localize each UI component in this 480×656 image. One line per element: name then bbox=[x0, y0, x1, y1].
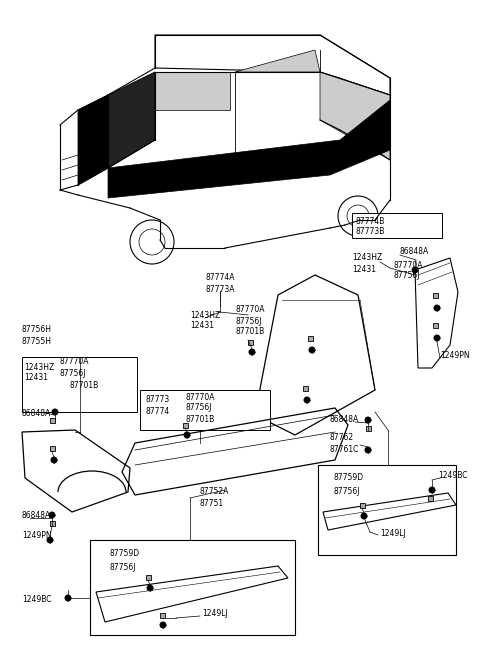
Bar bbox=[49, 445, 55, 451]
Bar bbox=[145, 575, 151, 579]
Bar bbox=[49, 520, 55, 525]
Text: 87759D: 87759D bbox=[110, 548, 140, 558]
Text: 87762: 87762 bbox=[330, 434, 354, 443]
Text: 12431: 12431 bbox=[190, 321, 214, 331]
Circle shape bbox=[429, 487, 435, 493]
Circle shape bbox=[47, 537, 53, 543]
Text: 87756J: 87756J bbox=[60, 369, 86, 377]
Text: 87770A: 87770A bbox=[393, 260, 422, 270]
Text: 87756J: 87756J bbox=[333, 487, 360, 495]
Text: 1249BC: 1249BC bbox=[438, 472, 468, 480]
Text: 12431: 12431 bbox=[24, 373, 48, 382]
Circle shape bbox=[130, 220, 174, 264]
Polygon shape bbox=[235, 50, 320, 72]
Text: 87774: 87774 bbox=[145, 407, 169, 417]
Circle shape bbox=[184, 432, 190, 438]
Text: 87701B: 87701B bbox=[235, 327, 264, 337]
Circle shape bbox=[65, 595, 71, 601]
Circle shape bbox=[434, 335, 440, 341]
Polygon shape bbox=[108, 72, 155, 168]
Bar bbox=[248, 340, 252, 344]
Text: 87774A: 87774A bbox=[205, 274, 235, 283]
Text: 1243HZ: 1243HZ bbox=[352, 253, 382, 262]
Text: 87770A: 87770A bbox=[235, 306, 264, 314]
Text: 87761C: 87761C bbox=[330, 445, 360, 455]
Bar bbox=[360, 502, 364, 508]
Text: 87756J: 87756J bbox=[110, 562, 136, 571]
Circle shape bbox=[338, 196, 378, 236]
Text: 1249LJ: 1249LJ bbox=[380, 529, 406, 537]
Bar bbox=[428, 495, 432, 501]
Circle shape bbox=[51, 457, 57, 463]
Circle shape bbox=[309, 347, 315, 353]
Circle shape bbox=[365, 417, 371, 423]
Bar bbox=[365, 426, 371, 430]
Text: 87752A: 87752A bbox=[200, 487, 229, 497]
Text: 87751: 87751 bbox=[200, 499, 224, 508]
Bar bbox=[22, 357, 137, 412]
Text: 86848A: 86848A bbox=[400, 247, 429, 256]
Text: 87756J: 87756J bbox=[235, 316, 262, 325]
Text: 1243HZ: 1243HZ bbox=[24, 363, 54, 371]
Circle shape bbox=[147, 585, 153, 591]
Text: 87701B: 87701B bbox=[185, 415, 214, 424]
Bar bbox=[90, 540, 295, 635]
Bar bbox=[352, 213, 442, 238]
Bar bbox=[182, 422, 188, 428]
Text: 87755H: 87755H bbox=[22, 337, 52, 346]
Bar bbox=[432, 323, 437, 327]
Text: 87756J: 87756J bbox=[393, 272, 420, 281]
Text: 1249PN: 1249PN bbox=[440, 350, 469, 359]
Polygon shape bbox=[320, 72, 390, 160]
Text: 87770A: 87770A bbox=[60, 358, 89, 367]
Text: 87773B: 87773B bbox=[356, 226, 385, 236]
Text: 87759D: 87759D bbox=[333, 472, 363, 482]
Circle shape bbox=[434, 305, 440, 311]
Text: 87756J: 87756J bbox=[185, 403, 212, 413]
Text: 86848A: 86848A bbox=[22, 409, 51, 417]
Circle shape bbox=[52, 409, 58, 415]
Text: 1249BC: 1249BC bbox=[22, 596, 51, 604]
Circle shape bbox=[365, 447, 371, 453]
Text: 87774B: 87774B bbox=[356, 216, 385, 226]
Text: 86848A: 86848A bbox=[330, 415, 359, 424]
Polygon shape bbox=[155, 72, 230, 110]
Text: 1249LJ: 1249LJ bbox=[202, 609, 228, 619]
Circle shape bbox=[412, 267, 418, 273]
Bar bbox=[432, 293, 437, 298]
Text: 86848A: 86848A bbox=[22, 512, 51, 520]
Circle shape bbox=[304, 397, 310, 403]
Text: 1249PN: 1249PN bbox=[22, 531, 52, 539]
Circle shape bbox=[249, 349, 255, 355]
Bar bbox=[318, 465, 456, 555]
Bar bbox=[159, 613, 165, 617]
Text: 87756H: 87756H bbox=[22, 325, 52, 335]
Circle shape bbox=[160, 622, 166, 628]
Text: 87773: 87773 bbox=[145, 396, 169, 405]
Bar bbox=[308, 335, 312, 340]
Circle shape bbox=[49, 512, 55, 518]
Circle shape bbox=[361, 513, 367, 519]
Text: 87701B: 87701B bbox=[70, 382, 99, 390]
Bar bbox=[302, 386, 308, 390]
Polygon shape bbox=[78, 95, 108, 185]
Bar bbox=[49, 417, 55, 422]
Bar bbox=[140, 390, 270, 430]
Text: 87773A: 87773A bbox=[205, 285, 235, 293]
Text: 12431: 12431 bbox=[352, 264, 376, 274]
Text: 1243HZ: 1243HZ bbox=[190, 310, 220, 319]
Polygon shape bbox=[108, 100, 390, 198]
Text: 87770A: 87770A bbox=[185, 392, 215, 401]
